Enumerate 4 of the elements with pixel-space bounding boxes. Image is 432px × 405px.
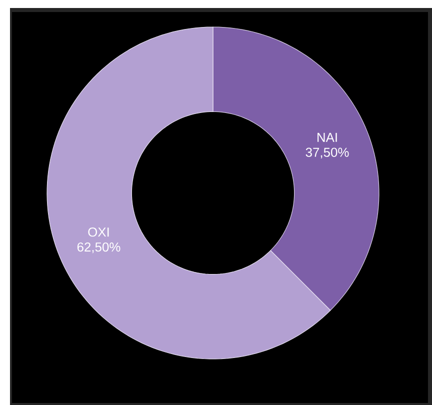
data-label: 37,50% bbox=[306, 148, 349, 158]
slice-label: NAI bbox=[318, 132, 337, 142]
data-label: 62,50% bbox=[77, 242, 120, 254]
slice-label: OXI bbox=[88, 228, 109, 237]
